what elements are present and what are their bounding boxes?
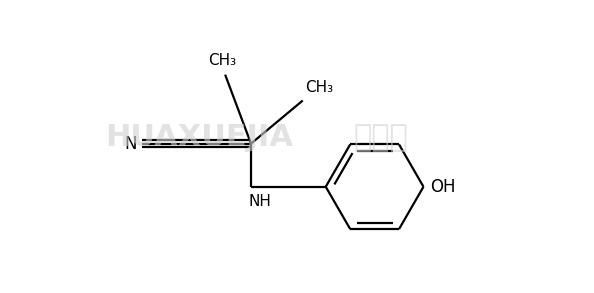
Text: OH: OH [431,178,456,196]
Text: N: N [125,134,137,153]
Text: 化学加: 化学加 [353,123,407,152]
Text: HUAXUEJIA: HUAXUEJIA [105,123,293,152]
Text: CH₃: CH₃ [208,53,236,68]
Text: CH₃: CH₃ [306,80,334,95]
Text: NH: NH [248,194,271,209]
